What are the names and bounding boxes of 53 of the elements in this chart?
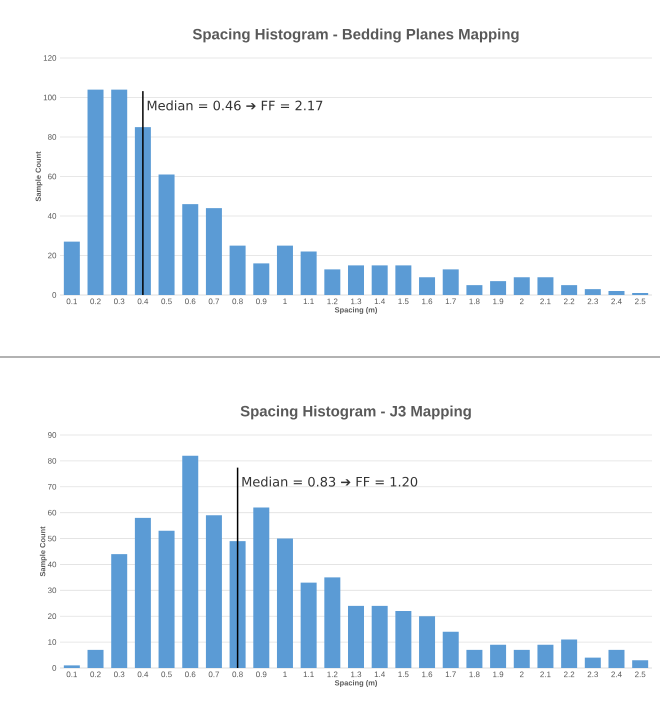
bar [514,277,530,295]
chart-title: Spacing Histogram - J3 Mapping [240,406,471,420]
bar [419,277,436,295]
bar [490,644,506,668]
bar [276,538,293,668]
bar [88,90,104,295]
bar [561,640,578,668]
bar [64,242,80,295]
bar [561,285,578,295]
bar [134,518,151,668]
bar [230,246,246,295]
bar [324,269,340,295]
bar [111,554,128,668]
bar [419,616,436,668]
bar [230,541,246,668]
bar [206,515,222,668]
bar [64,665,80,668]
bar [158,174,175,295]
bar [88,650,104,668]
bar [182,456,198,668]
bar [466,650,482,668]
bar [466,285,482,295]
bar [111,90,128,295]
bar [584,289,601,295]
bar [182,204,198,295]
bar [276,246,293,295]
bar [372,265,388,295]
bar [206,208,222,295]
bar [442,632,459,668]
bar [537,277,554,295]
bar [300,582,317,668]
bar [632,660,648,668]
bar [158,530,175,668]
bar [608,650,624,668]
bar [608,291,624,295]
ref-line-label: Median = 0.46 ➔ FF = 2.17 [148,100,322,110]
bar [372,606,388,668]
bar [324,577,340,668]
bar [253,507,270,668]
bar [134,127,151,295]
chart-title: Spacing Histogram - Bedding Planes Mapping [192,28,519,42]
bar [490,281,506,295]
bar [395,611,412,668]
bar [537,644,554,668]
bar [442,269,459,295]
ref-line-label: Median = 0.83 ➔ FF = 1.20 [242,476,418,487]
bar [348,265,364,295]
bar [395,265,412,295]
bar [514,650,530,668]
bar [253,263,270,295]
bar [348,606,364,668]
bar [584,658,601,668]
bar [300,252,317,295]
